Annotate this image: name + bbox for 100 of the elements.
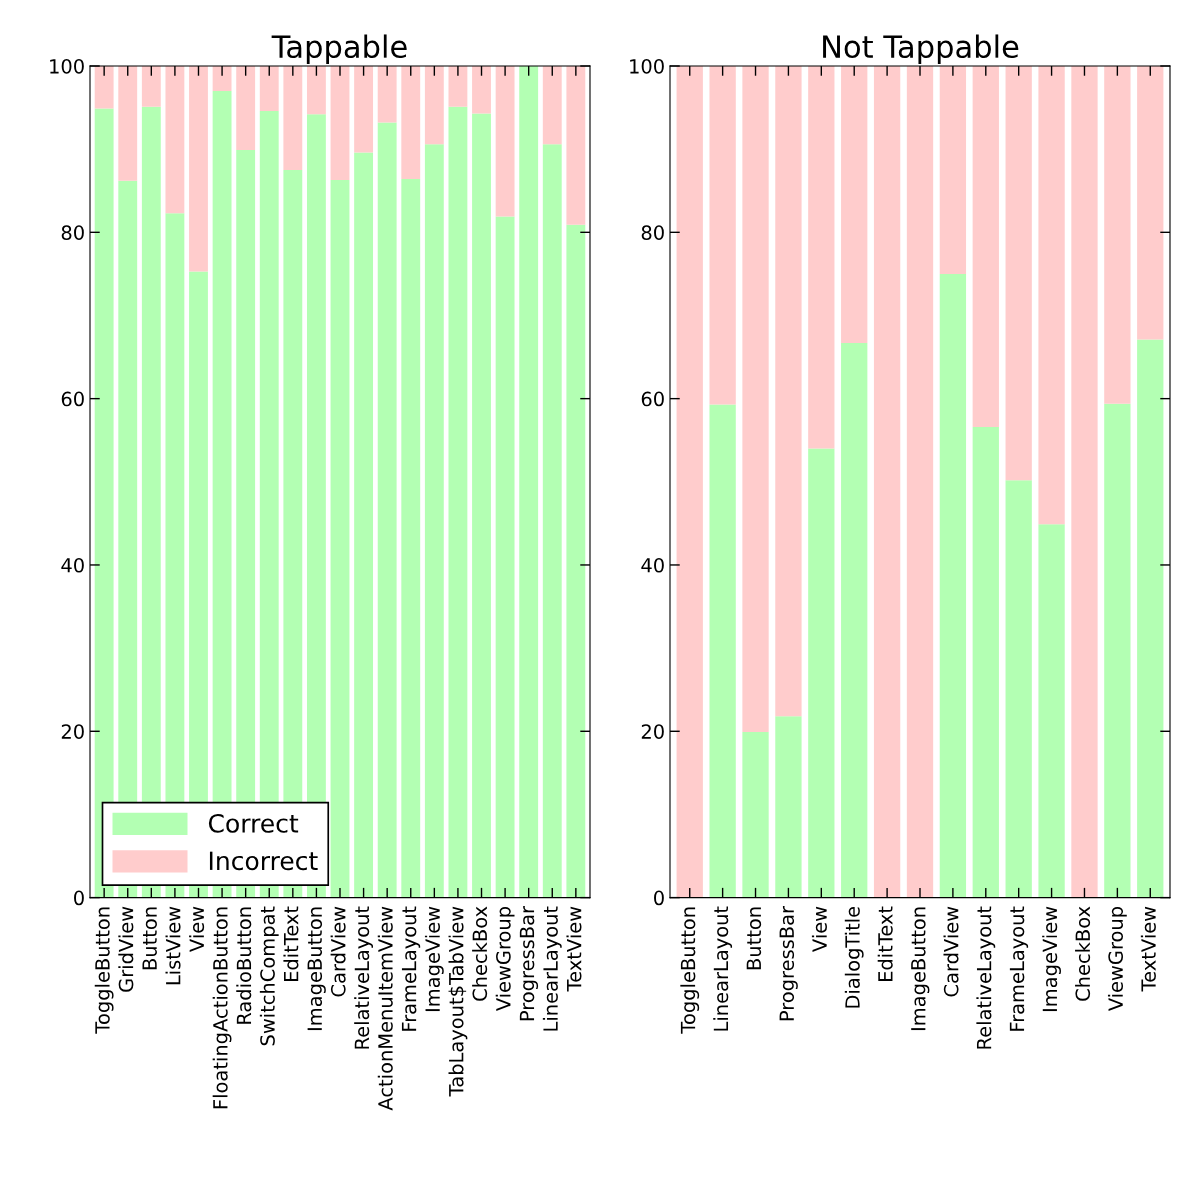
bar (939, 66, 967, 274)
y-tick-label: 20 (61, 724, 84, 739)
y-tick-label: 40 (641, 557, 664, 573)
bar (165, 66, 185, 214)
bar (808, 448, 835, 898)
bar (1137, 66, 1164, 340)
bar (676, 66, 703, 898)
bar (1038, 524, 1065, 898)
bar (1104, 66, 1131, 404)
x-tick-label: ViewGroup (1107, 906, 1127, 1012)
y-tick-label: 100 (50, 58, 84, 74)
bar (775, 716, 802, 898)
x-tick-label: EditText (877, 906, 893, 982)
bar (841, 342, 868, 898)
x-tick-label: EditText (283, 906, 299, 982)
bar (939, 273, 967, 898)
bar (472, 113, 491, 898)
bar (141, 66, 161, 107)
bar (709, 66, 736, 405)
bar (259, 66, 279, 111)
x-tick-label: ImageView (424, 906, 444, 1012)
x-tick-label: ProgressBar (779, 905, 798, 1021)
x-tick-label: Button (746, 907, 762, 970)
bar (906, 66, 934, 898)
bar (542, 66, 562, 145)
bar (424, 144, 444, 898)
bar (542, 144, 562, 898)
bar (742, 732, 769, 898)
x-tick-label: View (811, 906, 827, 952)
bar (330, 66, 350, 180)
bar (141, 106, 161, 898)
bar (94, 66, 114, 109)
bar (448, 106, 468, 898)
x-tick-label: ImageView (1042, 906, 1061, 1012)
y-tick-label: 40 (61, 557, 84, 573)
bar (566, 66, 586, 225)
x-tick-label: CardView (330, 906, 346, 997)
x-tick-label: ToggleButton (680, 907, 700, 1034)
bar (495, 216, 515, 898)
bar (306, 66, 326, 115)
x-tick-label: SwitchCompat (259, 906, 279, 1046)
bar (972, 66, 999, 427)
legend-label: Correct (208, 813, 299, 833)
x-tick-label: RelativeLayout (976, 906, 996, 1049)
x-tick-label: RadioButton (236, 907, 252, 1024)
bar (377, 66, 397, 123)
legend-label: Incorrect (209, 851, 318, 871)
bar (212, 66, 232, 91)
x-tick-label: ActionMenuItemView (377, 906, 393, 1111)
chart-title: Tappable (271, 34, 407, 65)
bar (519, 66, 539, 898)
bar (1104, 403, 1131, 898)
bar (873, 66, 901, 898)
y-tick-label: 20 (641, 724, 664, 739)
bar (94, 108, 114, 898)
bar (775, 66, 802, 717)
bar (495, 66, 515, 217)
bar (1137, 339, 1164, 898)
x-tick-label: LinearLayout (542, 906, 562, 1031)
bar (1038, 66, 1065, 525)
x-tick-label: Button (142, 907, 157, 970)
bar (472, 66, 491, 114)
x-tick-label: TabLayout$TabView (448, 906, 468, 1097)
x-tick-label: CheckBox (1075, 906, 1091, 1001)
y-tick-label: 60 (61, 391, 84, 407)
bar (189, 66, 208, 272)
bar (377, 122, 397, 898)
y-tick-label: 60 (641, 391, 664, 407)
x-tick-label: CheckBox (472, 906, 488, 1001)
bar (283, 66, 303, 170)
x-tick-label: DialogTitle (844, 906, 864, 1008)
chart-title: Not Tappable (823, 34, 1019, 65)
y-tick-label: 80 (641, 225, 664, 240)
x-tick-label: ToggleButton (94, 907, 114, 1034)
x-tick-label: FloatingActionButton (212, 907, 232, 1109)
x-tick-label: GridView (118, 906, 134, 992)
x-tick-label: ViewGroup (495, 906, 515, 1012)
bar (330, 179, 350, 898)
x-tick-label: View (189, 906, 205, 952)
x-tick-label: ProgressBar (519, 905, 539, 1021)
x-tick-label: CardView (943, 906, 959, 997)
y-tick-label: 80 (61, 225, 84, 240)
bar (808, 66, 835, 449)
bar (972, 426, 999, 898)
bar (1071, 66, 1098, 898)
bar (401, 66, 421, 180)
y-tick-label: 0 (74, 890, 84, 906)
bar (424, 66, 444, 145)
x-tick-label: TextView (566, 906, 582, 992)
x-tick-label: FrameLayout (1009, 906, 1029, 1031)
bar (566, 224, 586, 898)
bar (354, 152, 374, 898)
bar (841, 66, 868, 343)
x-tick-label: ImageButton (911, 907, 930, 1031)
bar (118, 66, 138, 181)
x-tick-label: TextView (1140, 906, 1156, 992)
bar (1005, 480, 1032, 898)
bar (401, 179, 421, 898)
bar (448, 66, 468, 107)
x-tick-label: LinearLayout (713, 906, 733, 1031)
